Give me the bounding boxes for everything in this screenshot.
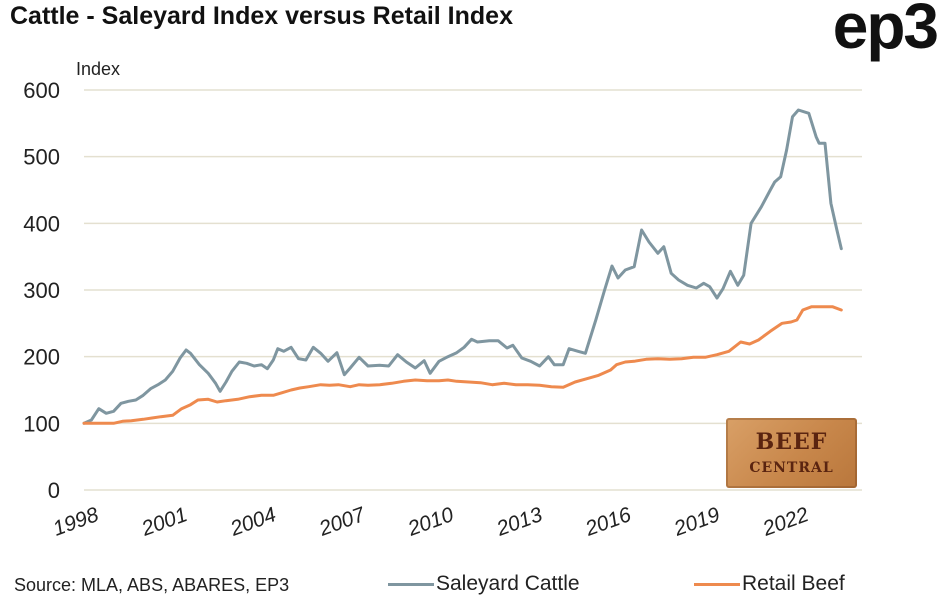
chart-title: Cattle - Saleyard Index versus Retail In…: [10, 2, 513, 30]
legend-swatch-saleyard: [388, 582, 434, 586]
y-tick-label: 0: [48, 478, 60, 503]
x-tick-label: 2010: [404, 503, 457, 541]
y-tick-label: 600: [23, 78, 60, 103]
series-lines: [82, 108, 843, 425]
x-tick-label: 2001: [138, 503, 191, 541]
legend-label-saleyard: Saleyard Cattle: [436, 572, 580, 595]
y-axis-label: Index: [76, 59, 120, 79]
y-tick-label: 300: [23, 278, 60, 303]
y-axis-ticks: 0 100 200 300 400 500 600: [23, 78, 60, 503]
x-tick-label: 2004: [226, 503, 279, 541]
y-tick-label: 400: [23, 211, 60, 236]
x-tick-label: 2016: [581, 503, 634, 541]
y-tick-label: 200: [23, 345, 60, 370]
x-tick-label: 2022: [759, 503, 812, 541]
badge-line-2: CENTRAL: [749, 460, 834, 476]
x-tick-label: 2013: [493, 503, 546, 541]
x-axis-ticks: 1998 2001 2004 2007 2010 2013 2016 2019 2022: [50, 503, 812, 541]
gridlines: [84, 89, 862, 491]
legend-item-saleyard: Saleyard Cattle: [388, 572, 580, 596]
x-tick-label: 2019: [670, 503, 723, 541]
ep3-logo: ep3: [832, 0, 939, 62]
legend-swatch-retail: [694, 582, 740, 586]
beef-central-badge: BEEF CENTRAL: [726, 418, 857, 488]
x-tick-label: 1998: [50, 503, 102, 541]
y-tick-label: 100: [23, 411, 60, 436]
series-line-saleyard: [82, 108, 843, 425]
source-note: Source: MLA, ABS, ABARES, EP3: [14, 575, 290, 595]
legend-item-retail: Retail Beef: [694, 572, 845, 596]
x-tick-label: 2007: [315, 503, 369, 541]
series-line-retail: [82, 305, 843, 425]
badge-line-1: BEEF: [755, 429, 828, 455]
legend-label-retail: Retail Beef: [742, 572, 845, 595]
y-tick-label: 500: [23, 145, 60, 170]
